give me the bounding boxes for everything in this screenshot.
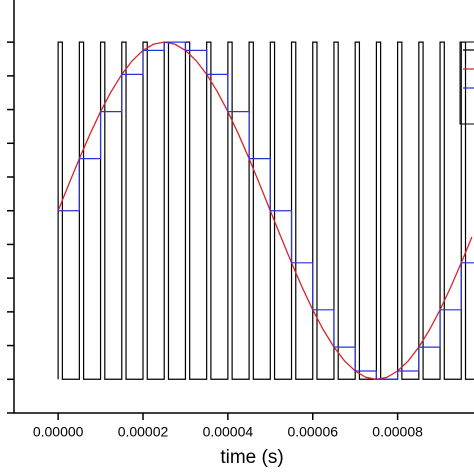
x-tick-label: 0.00000	[33, 424, 84, 440]
series-line	[57, 41, 474, 380]
series-line	[58, 41, 474, 380]
x-axis-label: time (s)	[220, 447, 283, 468]
x-tick-label: 0.00002	[118, 424, 169, 440]
x-tick-label: 0.00008	[372, 424, 423, 440]
x-tick-label: 0.00006	[287, 424, 338, 440]
x-tick-label: 0.00004	[203, 424, 254, 440]
legend-box	[459, 41, 474, 125]
series-line	[57, 41, 473, 380]
